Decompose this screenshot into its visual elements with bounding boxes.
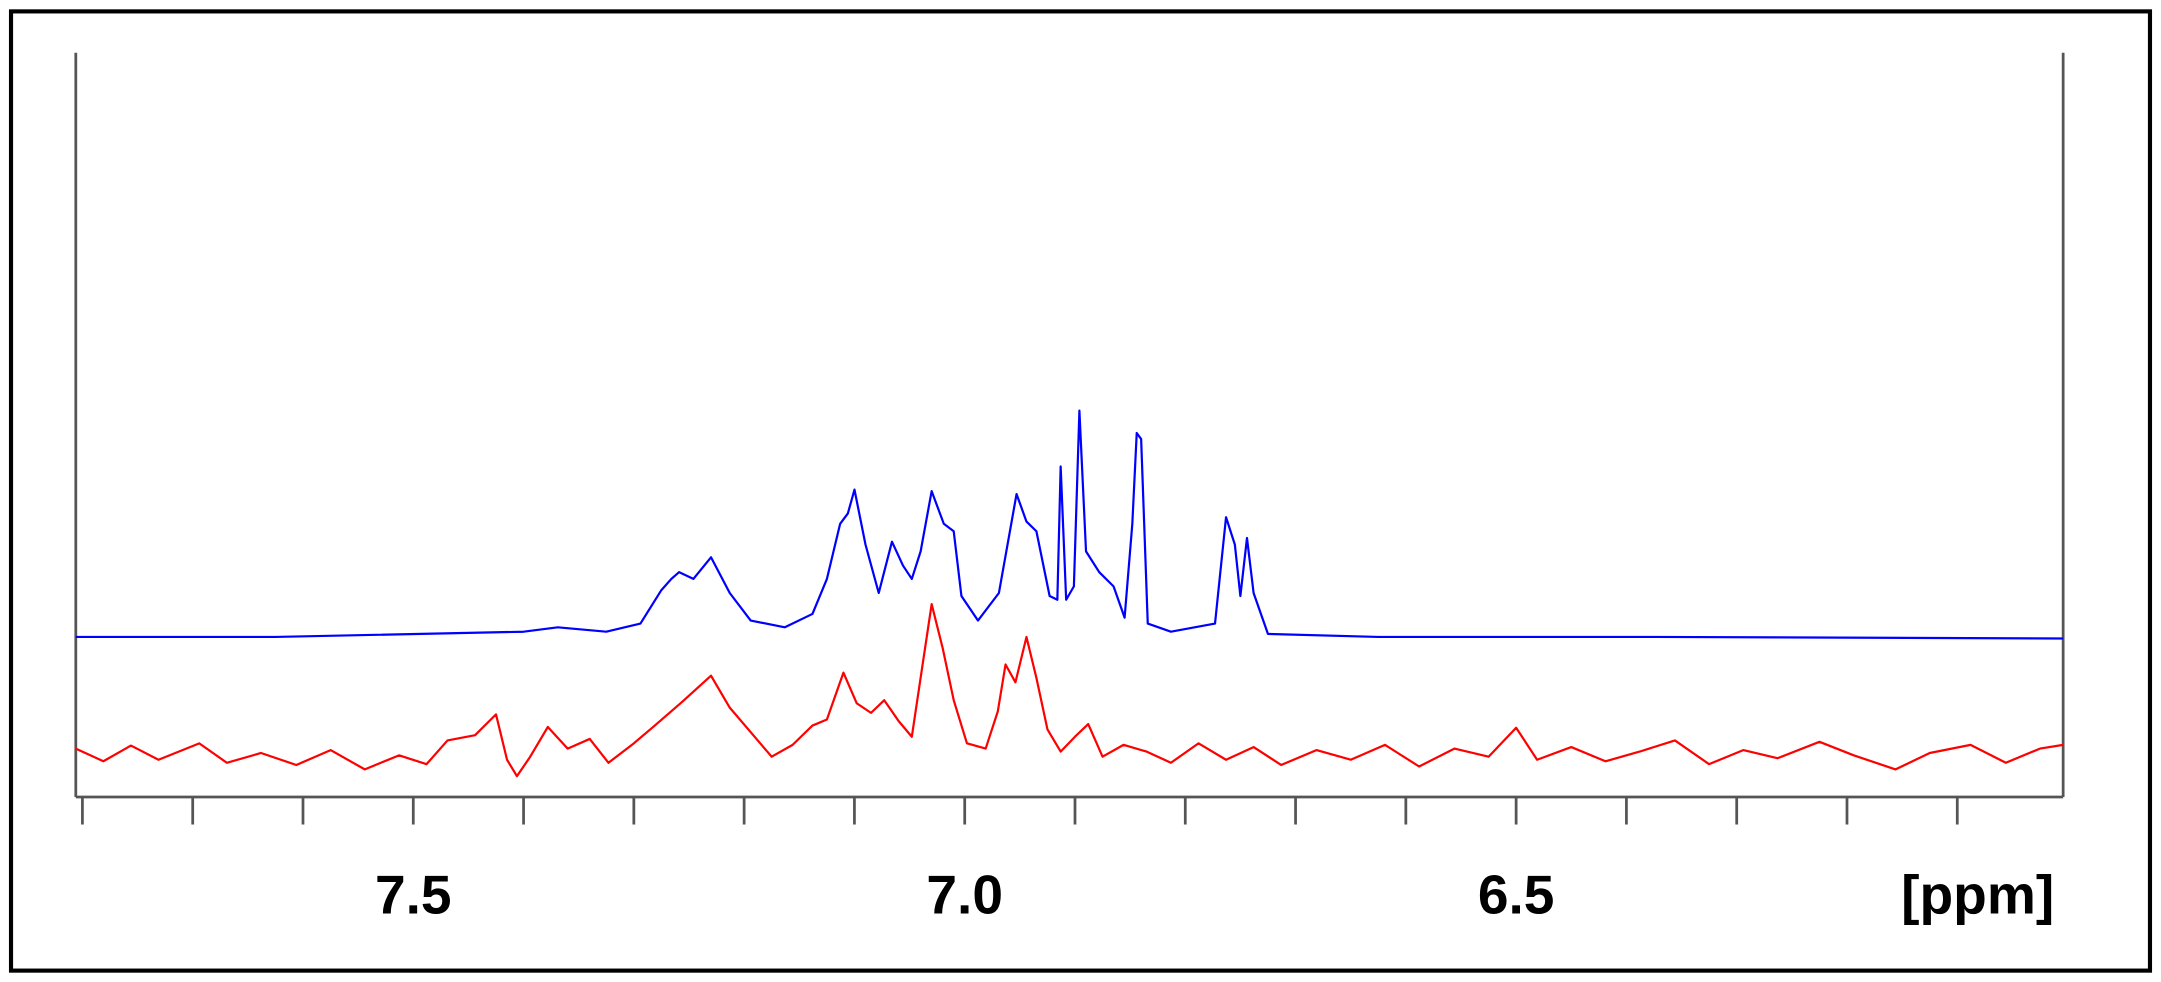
- x-tick-label: 7.0: [926, 864, 1003, 926]
- frame: [8, 9, 2153, 973]
- x-tick-label: 7.5: [375, 864, 452, 926]
- spectrum-line: [75, 603, 2064, 778]
- x-axis-label: [ppm]: [1901, 864, 2054, 926]
- x-tick-label: 6.5: [1478, 864, 1555, 926]
- spectrum-line: [75, 409, 2064, 640]
